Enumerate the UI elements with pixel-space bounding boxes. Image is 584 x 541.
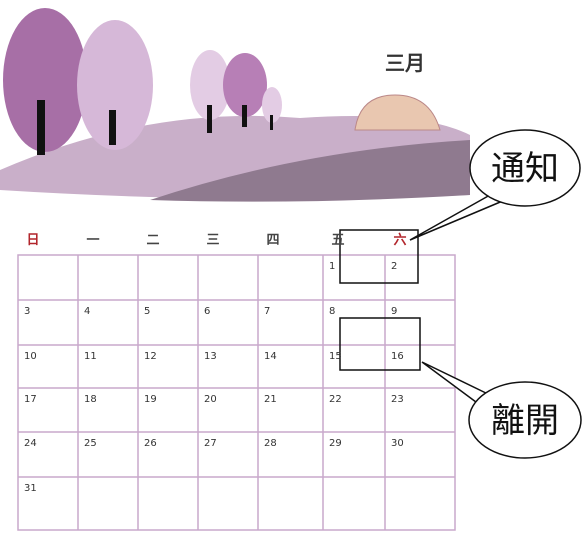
- day-number: 21: [264, 394, 277, 405]
- day-number: 11: [84, 351, 97, 362]
- weekday-label: 五: [331, 233, 344, 248]
- day-number: 19: [144, 394, 157, 405]
- weekday-label: 一: [86, 233, 99, 248]
- day-number: 15: [329, 351, 342, 362]
- day-number: 4: [84, 306, 90, 317]
- callout-label: 通知: [491, 149, 559, 189]
- day-number: 30: [391, 438, 404, 449]
- day-number: 2: [391, 261, 397, 272]
- callout-bubble: [469, 129, 581, 207]
- day-number: 18: [84, 394, 97, 405]
- day-number: 5: [144, 306, 150, 317]
- callout-tail: [421, 361, 491, 406]
- day-number: 17: [24, 394, 37, 405]
- day-number: 1: [329, 261, 335, 272]
- day-number: 28: [264, 438, 277, 449]
- day-number: 6: [204, 306, 210, 317]
- day-number: 31: [24, 483, 37, 494]
- month-title: 三月: [385, 51, 425, 75]
- day-number: 27: [204, 438, 217, 449]
- callout-tail: [409, 194, 506, 241]
- weekday-label: 六: [393, 232, 406, 248]
- day-number: 24: [24, 438, 37, 449]
- day-number: 8: [329, 306, 335, 317]
- day-number: 13: [204, 351, 217, 362]
- highlight-boxes: [339, 229, 421, 371]
- day-number: 20: [204, 394, 217, 405]
- day-number: 7: [264, 306, 270, 317]
- callout-label: 離開: [491, 401, 559, 441]
- day-number: 26: [144, 438, 157, 449]
- day-number: 22: [329, 394, 342, 405]
- day-number: 9: [391, 306, 397, 317]
- illustration: [0, 8, 470, 202]
- day-number: 25: [84, 438, 97, 449]
- weekday-label: 四: [266, 233, 279, 248]
- notify-box: [339, 229, 419, 284]
- day-number: 23: [391, 394, 404, 405]
- weekday-label: 三: [206, 233, 219, 248]
- weekday-label: 二: [146, 233, 159, 248]
- weekday-label: 日: [26, 233, 39, 248]
- day-number: 3: [24, 306, 30, 317]
- callouts: [409, 129, 582, 459]
- callout-bubble: [468, 381, 582, 459]
- day-number: 16: [391, 351, 404, 362]
- calendar-grid: [17, 254, 456, 531]
- day-number: 10: [24, 351, 37, 362]
- day-number: 14: [264, 351, 277, 362]
- day-number: 12: [144, 351, 157, 362]
- day-number: 29: [329, 438, 342, 449]
- leave-box: [339, 317, 421, 371]
